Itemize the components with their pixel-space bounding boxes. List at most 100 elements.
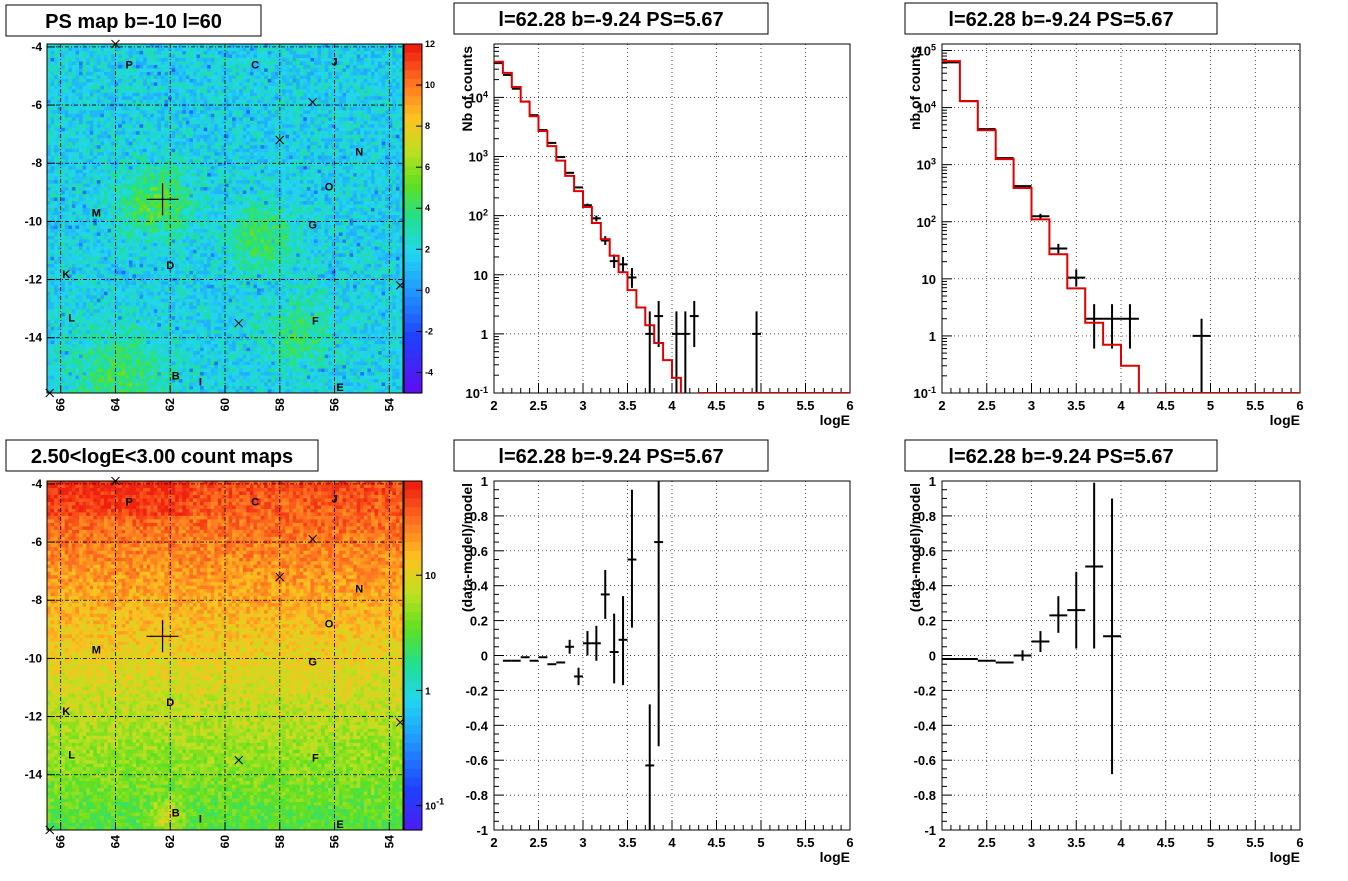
map-cell bbox=[139, 99, 144, 104]
map-cell bbox=[388, 145, 393, 150]
map-cell bbox=[118, 183, 123, 188]
map-cell bbox=[324, 124, 329, 129]
map-cell bbox=[253, 190, 258, 195]
map-cell bbox=[146, 152, 151, 157]
map-cell bbox=[100, 187, 105, 192]
map-cell bbox=[192, 159, 198, 164]
map-cell bbox=[214, 117, 219, 122]
map-cell bbox=[125, 44, 130, 48]
map-cell bbox=[178, 78, 183, 83]
map-cell bbox=[111, 148, 116, 153]
map-cell bbox=[306, 44, 311, 48]
map-cell bbox=[321, 96, 326, 101]
map-cell bbox=[310, 127, 315, 132]
map-cell bbox=[296, 180, 301, 185]
map-cell bbox=[239, 85, 244, 90]
map-cell bbox=[132, 57, 137, 62]
map-cell bbox=[100, 61, 105, 66]
map-cell bbox=[370, 162, 376, 167]
map-cell bbox=[378, 124, 383, 129]
map-cell bbox=[328, 54, 333, 59]
map-cell bbox=[385, 204, 390, 209]
map-cell bbox=[274, 141, 279, 146]
map-cell bbox=[196, 215, 201, 219]
map-cell bbox=[385, 166, 390, 171]
map-cell bbox=[285, 82, 290, 87]
map-cell bbox=[246, 85, 251, 90]
map-cell bbox=[356, 166, 361, 171]
map-cell bbox=[299, 152, 304, 157]
map-cell bbox=[260, 106, 265, 111]
map-cell bbox=[253, 110, 258, 115]
map-cell bbox=[153, 54, 158, 59]
map-cell bbox=[278, 47, 283, 52]
map-cell bbox=[178, 215, 183, 219]
map-cell bbox=[114, 201, 119, 206]
map-cell bbox=[75, 183, 80, 188]
map-cell bbox=[289, 183, 294, 188]
map-cell bbox=[160, 99, 165, 104]
map-cell bbox=[281, 194, 287, 199]
map-cell bbox=[260, 176, 265, 181]
map-cell bbox=[146, 124, 151, 129]
map-cell bbox=[64, 71, 69, 76]
map-cell bbox=[139, 162, 144, 167]
map-cell bbox=[367, 64, 372, 69]
map-cell bbox=[285, 44, 290, 48]
map-cell bbox=[75, 113, 80, 118]
map-cell bbox=[374, 54, 379, 59]
map-cell bbox=[374, 89, 379, 94]
map-cell bbox=[125, 50, 130, 55]
map-cell bbox=[249, 211, 254, 216]
map-cell bbox=[249, 85, 254, 90]
map-cell bbox=[317, 106, 322, 111]
map-cell bbox=[346, 110, 351, 115]
map-cell bbox=[395, 176, 400, 181]
map-cell bbox=[281, 152, 287, 157]
map-cell bbox=[374, 131, 379, 136]
map-cell bbox=[235, 162, 240, 167]
map-cell bbox=[189, 176, 194, 181]
map-cell bbox=[175, 78, 180, 83]
map-cell bbox=[381, 187, 386, 192]
map-cell bbox=[192, 183, 198, 188]
map-cell bbox=[64, 211, 69, 216]
map-cell bbox=[221, 50, 226, 55]
map-cell bbox=[71, 47, 76, 52]
map-cell bbox=[79, 138, 84, 143]
map-cell bbox=[118, 92, 123, 97]
map-cell bbox=[79, 134, 84, 139]
map-cell bbox=[178, 106, 183, 111]
map-cell bbox=[356, 208, 361, 213]
map-cell bbox=[317, 78, 322, 83]
map-cell bbox=[164, 68, 169, 73]
map-cell bbox=[257, 44, 262, 48]
map-cell bbox=[271, 162, 276, 167]
map-cell bbox=[89, 71, 94, 76]
map-cell bbox=[178, 183, 183, 188]
map-cell bbox=[271, 197, 276, 202]
map-cell bbox=[50, 134, 55, 139]
map-cell bbox=[100, 99, 105, 104]
map-cell bbox=[139, 211, 144, 216]
map-cell bbox=[292, 110, 297, 115]
map-cell bbox=[214, 47, 219, 52]
map-cell bbox=[225, 183, 230, 188]
map-cell bbox=[317, 187, 322, 192]
map-cell bbox=[331, 176, 336, 181]
map-cell bbox=[47, 131, 52, 136]
map-cell bbox=[150, 131, 155, 136]
map-cell bbox=[178, 176, 183, 181]
map-cell bbox=[103, 124, 109, 129]
map-cell bbox=[192, 169, 198, 174]
map-cell bbox=[239, 75, 244, 80]
map-cell bbox=[289, 180, 294, 185]
map-cell bbox=[150, 204, 155, 209]
map-cell bbox=[232, 204, 237, 209]
map-cell bbox=[242, 190, 247, 195]
map-cell bbox=[57, 113, 62, 118]
map-cell bbox=[314, 204, 319, 209]
map-cell bbox=[388, 120, 393, 125]
map-cell bbox=[185, 89, 190, 94]
map-cell bbox=[57, 78, 62, 83]
